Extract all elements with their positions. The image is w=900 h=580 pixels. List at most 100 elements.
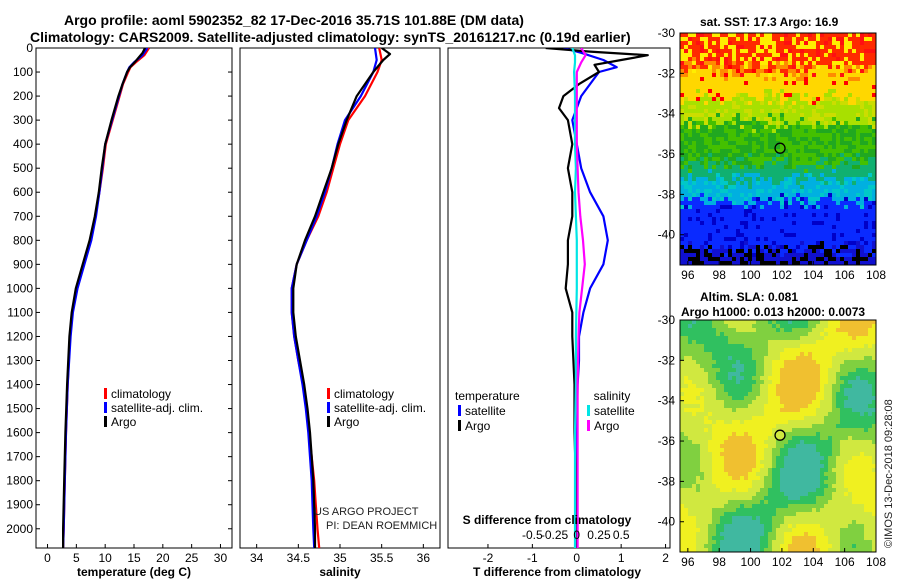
map-cell [752, 181, 757, 186]
map-cell [744, 57, 749, 62]
map-cell [704, 368, 709, 373]
map-cell [724, 189, 729, 194]
map-cell [700, 37, 705, 42]
map-cell [712, 201, 717, 206]
map-cell [780, 324, 785, 329]
map-cell [812, 384, 817, 389]
map-cell [696, 416, 701, 421]
map-cell [772, 45, 777, 50]
map-cell [796, 241, 801, 246]
map-cell [872, 129, 877, 134]
map-cell [688, 121, 693, 126]
map-cell [864, 105, 869, 110]
map-cell [792, 452, 797, 457]
map-cell [748, 352, 753, 357]
map-cell [736, 352, 741, 357]
map-cell [716, 400, 721, 405]
map-cell [812, 109, 817, 114]
map-cell [828, 125, 833, 130]
map-cell [840, 125, 845, 130]
map-cell [764, 261, 769, 266]
map-cell [696, 61, 701, 66]
map-cell [776, 372, 781, 377]
map-cell [736, 141, 741, 146]
map-cell [772, 145, 777, 150]
map-cell [784, 368, 789, 373]
map-cell [728, 181, 733, 186]
map-cell [752, 65, 757, 70]
map-cell [700, 336, 705, 341]
map-cell [756, 460, 761, 465]
map-cell [804, 165, 809, 170]
map-cell [692, 45, 697, 50]
map-cell [848, 432, 853, 437]
map-cell [804, 205, 809, 210]
map-cell [708, 249, 713, 254]
map-cell [704, 165, 709, 170]
map-cell [812, 145, 817, 150]
map-cell [728, 229, 733, 234]
map-cell [712, 480, 717, 485]
map-cell [748, 37, 753, 42]
map-cell [804, 125, 809, 130]
map-cell [776, 169, 781, 174]
map-cell [824, 408, 829, 413]
map-cell [776, 356, 781, 361]
map-cell [800, 340, 805, 345]
map-cell [840, 472, 845, 477]
map-cell [708, 476, 713, 481]
map-cell [700, 137, 705, 142]
map-cell [820, 364, 825, 369]
s-tick-label: 0 [573, 528, 580, 542]
map-cell [800, 233, 805, 238]
map-cell [864, 185, 869, 190]
map-cell [692, 137, 697, 142]
map-cell [772, 245, 777, 250]
map-cell [732, 137, 737, 142]
map-cell [836, 165, 841, 170]
map-cell [864, 209, 869, 214]
map-cell [748, 177, 753, 182]
map-cell [852, 340, 857, 345]
map-cell [848, 332, 853, 337]
map-cell [760, 57, 765, 62]
map-cell [828, 133, 833, 138]
map-cell [848, 173, 853, 178]
map-cell [808, 161, 813, 166]
map-cell [748, 217, 753, 222]
map-cell [860, 69, 865, 74]
map-cell [704, 77, 709, 82]
map-cell [820, 145, 825, 150]
map-cell [860, 237, 865, 242]
map-cell [768, 141, 773, 146]
map-cell [716, 109, 721, 114]
map-cell [868, 364, 873, 369]
map-cell [720, 444, 725, 449]
map-cell [776, 133, 781, 138]
map-cell [740, 33, 745, 38]
map-cell [720, 376, 725, 381]
map-cell [704, 37, 709, 42]
map-cell [756, 113, 761, 118]
map-cell [724, 376, 729, 381]
map-cell [828, 444, 833, 449]
map-cell [744, 472, 749, 477]
map-cell [860, 241, 865, 246]
map-cell [788, 149, 793, 154]
map-cell [732, 169, 737, 174]
map-cell [856, 53, 861, 58]
map-cell [856, 352, 861, 357]
map-cell [772, 161, 777, 166]
map-cell [832, 121, 837, 126]
map-cell [800, 436, 805, 441]
map-cell [728, 424, 733, 429]
map-cell [720, 408, 725, 413]
map-cell [780, 444, 785, 449]
map-cell [836, 205, 841, 210]
map-cell [820, 408, 825, 413]
map-cell [752, 340, 757, 345]
map-cell [768, 396, 773, 401]
map-cell [732, 436, 737, 441]
map-cell [844, 336, 849, 341]
map-cell [844, 77, 849, 82]
